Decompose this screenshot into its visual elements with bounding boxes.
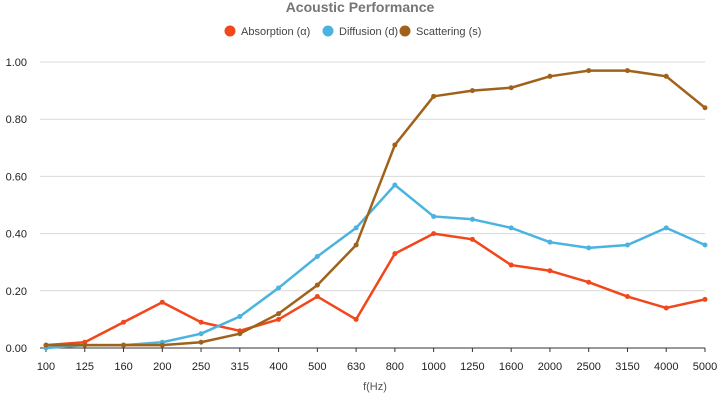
x-axis: 100 125 160 200 250 315 400 500 630 800 1000 1250 16… bbox=[37, 348, 717, 373]
data-point bbox=[624, 68, 630, 74]
legend-label: Scattering (s) bbox=[416, 26, 481, 38]
y-tick-label: 0.60 bbox=[6, 171, 27, 183]
legend-label: Absorption (α) bbox=[241, 26, 310, 38]
x-tick-label: 2500 bbox=[576, 361, 600, 373]
data-point bbox=[663, 305, 669, 311]
data-point bbox=[547, 268, 553, 274]
y-tick-label: 0.20 bbox=[6, 286, 27, 298]
data-point bbox=[702, 105, 708, 111]
data-point bbox=[121, 342, 127, 348]
legend: Absorption (α) Diffusion (d) Scattering (s… bbox=[224, 25, 481, 38]
x-tick-label: 315 bbox=[231, 361, 249, 373]
series-line bbox=[45, 183, 706, 350]
data-point bbox=[702, 296, 708, 302]
data-point bbox=[702, 242, 708, 248]
grid bbox=[40, 61, 705, 349]
data-point bbox=[353, 242, 359, 248]
legend-label: Diffusion (d) bbox=[339, 26, 398, 38]
x-tick-label: 250 bbox=[192, 361, 210, 373]
data-point bbox=[276, 285, 282, 291]
legend-item: Absorption (α) bbox=[224, 25, 310, 38]
data-point bbox=[469, 216, 475, 222]
x-tick-label: 1000 bbox=[421, 361, 445, 373]
x-tick-label: 160 bbox=[114, 361, 132, 373]
data-point bbox=[431, 231, 437, 237]
x-tick-label: 4000 bbox=[654, 361, 678, 373]
data-point bbox=[237, 331, 243, 337]
data-point bbox=[547, 73, 553, 79]
series-1 bbox=[43, 182, 708, 351]
data-point bbox=[314, 294, 320, 300]
data-point bbox=[392, 251, 398, 257]
data-point bbox=[121, 319, 127, 325]
x-tick-label: 3150 bbox=[615, 361, 639, 373]
data-point bbox=[508, 225, 514, 231]
x-tick-label: 100 bbox=[37, 361, 55, 373]
legend-item: Diffusion (d) bbox=[322, 25, 398, 38]
data-point bbox=[353, 225, 359, 231]
data-point bbox=[314, 282, 320, 288]
series-0 bbox=[43, 231, 708, 348]
x-tick-label: 1250 bbox=[460, 361, 484, 373]
data-point bbox=[276, 311, 282, 317]
data-point bbox=[547, 239, 553, 245]
data-point bbox=[198, 339, 204, 345]
data-point bbox=[82, 342, 88, 348]
data-point bbox=[624, 242, 630, 248]
data-point bbox=[276, 316, 282, 322]
x-tick-label: 400 bbox=[269, 361, 287, 373]
data-point bbox=[43, 342, 49, 348]
legend-marker-icon bbox=[399, 25, 411, 37]
data-point bbox=[314, 253, 320, 259]
x-tick-label: 200 bbox=[153, 361, 171, 373]
data-point bbox=[508, 85, 514, 91]
data-point bbox=[198, 331, 204, 337]
x-tick-label: 630 bbox=[347, 361, 365, 373]
legend-marker-icon bbox=[322, 25, 334, 37]
y-tick-label: 0.40 bbox=[6, 229, 27, 241]
data-point bbox=[469, 88, 475, 94]
x-tick-label: 800 bbox=[386, 361, 404, 373]
data-point bbox=[663, 73, 669, 79]
data-point bbox=[198, 319, 204, 325]
series-line bbox=[45, 232, 706, 347]
data-point bbox=[586, 245, 592, 251]
data-point bbox=[508, 262, 514, 268]
x-tick-label: 125 bbox=[76, 361, 94, 373]
series-2 bbox=[43, 68, 708, 348]
x-tick-label: 1600 bbox=[499, 361, 523, 373]
data-point bbox=[392, 182, 398, 188]
data-point bbox=[469, 236, 475, 242]
data-point bbox=[586, 68, 592, 74]
data-point bbox=[431, 213, 437, 219]
x-tick-label: 5000 bbox=[693, 361, 717, 373]
y-tick-label: 0.80 bbox=[6, 114, 27, 126]
data-point bbox=[624, 294, 630, 300]
data-point bbox=[159, 342, 165, 348]
y-tick-label: 0.00 bbox=[6, 343, 27, 355]
data-point bbox=[431, 93, 437, 99]
legend-marker-icon bbox=[224, 25, 236, 37]
x-axis-title: f(Hz) bbox=[363, 381, 387, 393]
data-point bbox=[353, 316, 359, 322]
series-line bbox=[46, 69, 706, 347]
x-tick-label: 500 bbox=[308, 361, 326, 373]
data-point bbox=[237, 314, 243, 320]
chart-title: Acoustic Performance bbox=[286, 0, 435, 15]
data-point bbox=[159, 299, 165, 305]
data-point bbox=[586, 279, 592, 285]
data-point bbox=[392, 142, 398, 148]
data-point bbox=[663, 225, 669, 231]
series-group bbox=[43, 68, 708, 351]
legend-item: Scattering (s) bbox=[399, 25, 481, 38]
y-axis: 0.00 0.20 0.40 0.60 0.80 1.00 bbox=[6, 57, 27, 355]
y-tick-label: 1.00 bbox=[6, 57, 27, 69]
x-tick-label: 2000 bbox=[538, 361, 562, 373]
